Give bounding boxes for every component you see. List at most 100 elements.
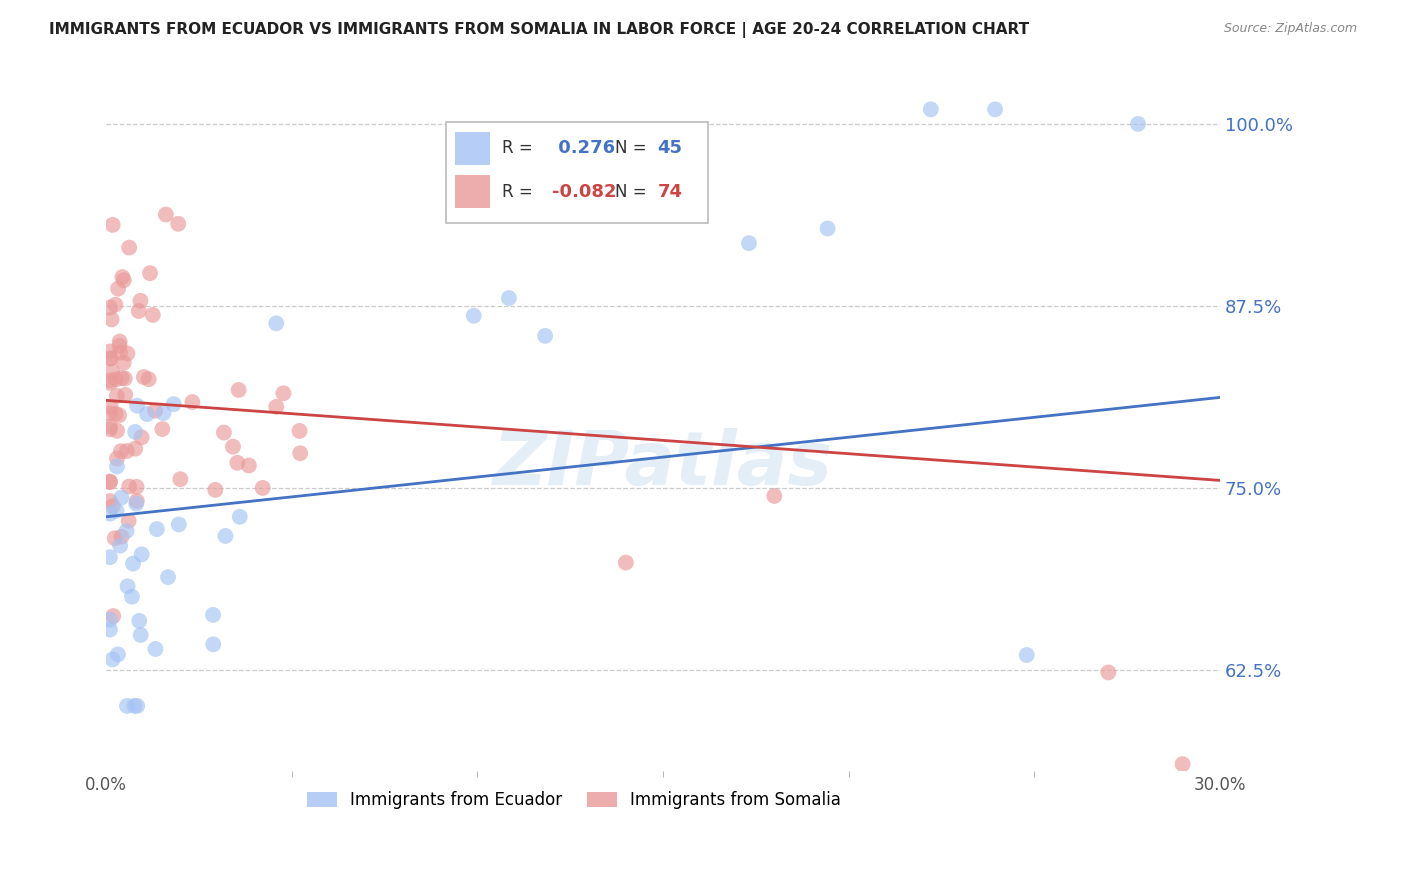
Point: [228, 383, 250, 397]
Point: [117, 579, 139, 593]
Point: [108, 539, 131, 553]
Point: [103, 609, 125, 624]
Point: [107, 282, 129, 296]
Point: [118, 479, 141, 493]
Point: [222, 440, 245, 454]
Text: ZIPatlas: ZIPatlas: [494, 427, 832, 500]
Point: [108, 409, 131, 423]
Point: [139, 266, 162, 280]
Point: [146, 522, 169, 536]
Point: [763, 489, 786, 503]
Point: [105, 459, 128, 474]
Point: [128, 304, 150, 318]
Point: [114, 371, 136, 385]
Point: [98, 475, 121, 489]
Text: R =: R =: [502, 139, 533, 157]
Point: [98, 374, 121, 388]
Point: [264, 316, 287, 330]
Point: [125, 480, 148, 494]
Point: [124, 425, 146, 439]
Point: [167, 517, 190, 532]
Point: [98, 422, 121, 436]
Point: [108, 334, 131, 349]
Point: [129, 293, 152, 308]
Point: [104, 372, 127, 386]
Point: [920, 103, 942, 117]
Point: [98, 419, 121, 434]
Point: [212, 425, 235, 440]
Point: [131, 547, 153, 561]
Point: [101, 652, 124, 666]
Text: 45: 45: [658, 139, 682, 157]
Point: [1015, 648, 1038, 662]
Point: [98, 344, 121, 359]
Point: [108, 345, 131, 359]
Text: 74: 74: [658, 183, 682, 201]
Point: [152, 406, 174, 420]
Point: [100, 351, 122, 366]
Point: [124, 698, 146, 713]
Point: [117, 346, 139, 360]
Point: [132, 370, 155, 384]
Point: [115, 524, 138, 538]
Point: [100, 400, 122, 414]
Legend: Immigrants from Ecuador, Immigrants from Somalia: Immigrants from Ecuador, Immigrants from…: [299, 784, 848, 815]
Text: N =: N =: [614, 183, 647, 201]
Point: [129, 628, 152, 642]
Point: [273, 386, 295, 401]
Point: [112, 356, 135, 370]
Point: [163, 397, 186, 411]
Point: [264, 400, 287, 414]
Point: [105, 389, 128, 403]
Point: [138, 372, 160, 386]
Point: [98, 351, 121, 366]
Point: [105, 504, 128, 518]
Point: [181, 395, 204, 409]
Point: [214, 529, 236, 543]
Point: [98, 494, 121, 508]
Point: [105, 451, 128, 466]
Point: [463, 309, 485, 323]
Point: [127, 698, 149, 713]
Point: [150, 422, 173, 436]
Point: [115, 444, 138, 458]
Point: [1097, 665, 1119, 680]
Point: [115, 698, 138, 713]
Text: -0.082: -0.082: [551, 183, 616, 201]
FancyBboxPatch shape: [446, 122, 707, 223]
Point: [127, 399, 149, 413]
Point: [614, 556, 637, 570]
Text: Source: ZipAtlas.com: Source: ZipAtlas.com: [1223, 22, 1357, 36]
FancyBboxPatch shape: [454, 132, 491, 165]
Point: [169, 472, 191, 486]
Point: [984, 103, 1007, 117]
Point: [114, 388, 136, 402]
Point: [108, 339, 131, 353]
Point: [118, 514, 141, 528]
Point: [229, 509, 252, 524]
Point: [101, 499, 124, 513]
Point: [498, 291, 520, 305]
Point: [100, 312, 122, 326]
Text: R =: R =: [502, 183, 533, 201]
Point: [288, 446, 311, 460]
Point: [121, 590, 143, 604]
Point: [128, 614, 150, 628]
Point: [104, 531, 127, 545]
Point: [738, 236, 761, 251]
Point: [145, 642, 167, 657]
Point: [627, 153, 650, 167]
Point: [202, 607, 225, 622]
Point: [131, 430, 153, 444]
Point: [98, 507, 121, 521]
Point: [118, 241, 141, 255]
Point: [110, 491, 132, 505]
Point: [105, 424, 128, 438]
Point: [101, 218, 124, 232]
Point: [252, 481, 274, 495]
Point: [143, 403, 166, 417]
Point: [98, 301, 121, 315]
Point: [125, 494, 148, 508]
Point: [122, 557, 145, 571]
Point: [1171, 757, 1194, 772]
